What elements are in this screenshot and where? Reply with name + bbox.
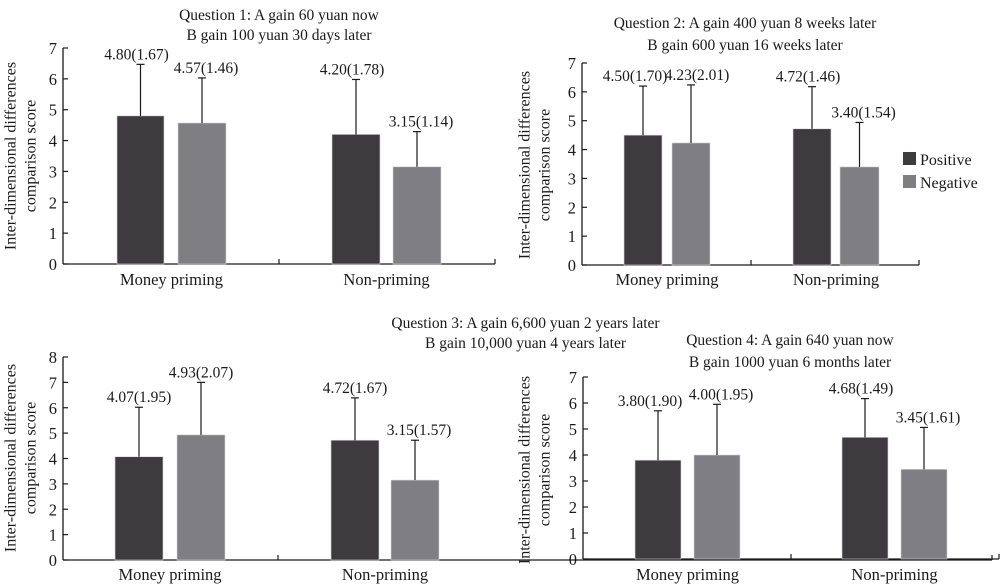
bar-positive-non-priming [841,437,889,560]
data-label-negative-money-priming: 4.23(2.01) [665,67,730,84]
chart-panel-1: Question 1: A gain 60 yuan now B gain 100… [3,7,496,289]
chart-panel-4: Question 4: A gain 640 yuan now B gain 10… [517,332,1000,584]
y-tick-label: 0 [49,551,57,570]
y-tick-label: 6 [568,83,576,102]
x-category-label: Non-priming [342,565,428,584]
legend-label-negative: Negative [920,175,978,192]
y-tick-label: 4 [569,446,577,465]
bar-positive-money-priming [116,115,165,265]
chart-panel-2: Question 2: A gain 400 yuan 8 weeks late… [517,15,920,289]
y-axis-label-line-2: comparison score [23,100,40,212]
chart-title-line-2: B gain 1000 yuan 6 months later [689,354,892,371]
data-label-positive-non-priming: 4.72(1.67) [323,380,388,397]
y-tick-label: 5 [569,420,577,439]
y-axis-label-line-1: Inter-dimensional differences [3,364,20,552]
chart-title-line-2: B gain 600 yuan 16 weeks later [647,37,843,54]
bar-negative-money-priming [176,434,226,561]
data-label-negative-money-priming: 4.57(1.46) [174,60,239,77]
y-axis-label-line-2: comparison score [537,414,554,526]
x-category-label: Non-priming [851,565,937,584]
bar-positive-non-priming [331,134,381,265]
y-tick-label: 7 [49,39,57,58]
y-tick-label: 0 [49,255,57,274]
y-tick-label: 0 [568,256,576,275]
data-label-negative-money-priming: 4.93(2.07) [169,364,234,381]
y-tick-label: 5 [568,112,576,131]
y-tick-label: 2 [49,193,57,212]
data-label-negative-non-priming: 3.15(1.57) [387,422,452,439]
bar-positive-money-priming [114,456,164,561]
data-label-positive-money-priming: 3.80(1.90) [618,393,683,410]
y-tick-label: 3 [568,169,576,188]
y-axis-label-line-1: Inter-dimensional differences [517,376,534,564]
x-category-label: Money priming [636,565,739,584]
bar-negative-non-priming [839,166,880,266]
x-category-label: Money priming [615,270,718,289]
chart-title-line-1: Question 4: A gain 640 yuan now [686,332,894,349]
chart-title-line-1: Question 1: A gain 60 yuan now [179,7,380,24]
y-tick-label: 1 [49,224,57,243]
y-axis-label-line-2: comparison score [23,402,40,514]
y-tick-label: 7 [49,373,57,392]
legend: Positive Negative [903,152,978,192]
y-tick-label: 1 [568,227,576,246]
x-category-label: Money priming [118,565,221,584]
chart-title-line-2: B gain 10,000 yuan 4 years later [425,335,627,352]
y-tick-label: 1 [569,524,577,543]
y-axis-label-line-2: comparison score [537,109,554,221]
data-label-positive-non-priming: 4.20(1.78) [320,61,385,78]
y-axis-label-line-1: Inter-dimensional differences [3,62,20,250]
legend-label-positive: Positive [920,152,972,169]
bar-negative-money-priming [693,454,741,560]
y-tick-label: 3 [49,475,57,494]
data-label-positive-money-priming: 4.07(1.95) [107,389,172,406]
data-label-negative-money-priming: 4.00(1.95) [689,386,754,403]
bar-positive-non-priming [792,128,832,266]
y-tick-label: 7 [568,54,576,73]
y-tick-label: 6 [49,399,57,418]
data-label-positive-money-priming: 4.50(1.70) [603,68,668,85]
data-label-positive-non-priming: 4.72(1.46) [776,69,841,86]
y-tick-label: 7 [569,368,577,387]
y-tick-label: 1 [49,526,57,545]
y-tick-label: 3 [49,162,57,181]
data-label-positive-non-priming: 4.68(1.49) [829,381,894,398]
y-tick-label: 2 [49,500,57,519]
y-tick-label: 5 [49,424,57,443]
data-label-positive-money-priming: 4.80(1.67) [104,46,169,63]
y-tick-label: 5 [49,101,57,120]
bar-positive-money-priming [623,134,663,266]
chart-panel-3: Question 3: A gain 6,600 yuan 2 years la… [3,315,993,584]
y-tick-label: 6 [49,70,57,89]
x-category-label: Non-priming [343,270,429,289]
y-tick-label: 4 [49,450,57,469]
data-label-negative-non-priming: 3.40(1.54) [831,104,896,121]
chart-title-line-1: Question 2: A gain 400 yuan 8 weeks late… [614,15,877,32]
bar-negative-money-priming [177,122,227,265]
y-tick-label: 2 [569,498,577,517]
x-category-label: Money priming [120,270,223,289]
bar-positive-non-priming [330,439,380,561]
bar-negative-non-priming [392,166,442,265]
y-tick-label: 0 [569,550,577,569]
x-category-label: Non-priming [793,270,879,289]
y-tick-label: 2 [568,198,576,217]
legend-swatch-positive [903,152,916,165]
data-label-negative-non-priming: 3.45(1.61) [896,409,961,426]
y-tick-label: 6 [569,394,577,413]
chart-title-line-1: Question 3: A gain 6,600 yuan 2 years la… [391,315,660,332]
y-tick-label: 4 [49,132,57,151]
y-tick-label: 8 [49,348,57,367]
y-tick-label: 3 [569,472,577,491]
bar-negative-non-priming [900,468,948,560]
bar-negative-money-priming [671,142,711,266]
bar-negative-non-priming [390,479,440,561]
data-label-negative-non-priming: 3.15(1.14) [389,114,454,131]
legend-swatch-negative [903,175,916,188]
chart-title-line-2: B gain 100 yuan 30 days later [186,27,372,44]
y-axis-label-line-1: Inter-dimensional differences [517,71,534,259]
bar-positive-money-priming [634,459,682,560]
y-tick-label: 4 [568,141,576,160]
